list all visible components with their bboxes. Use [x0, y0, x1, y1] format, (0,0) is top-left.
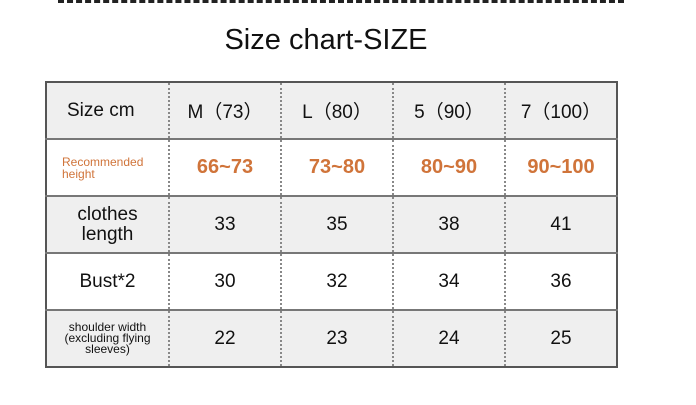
- header-cell: 7（100）: [504, 82, 617, 140]
- table-cell: 41: [504, 196, 617, 254]
- table-row: clothes length 33 35 38 41: [46, 196, 617, 254]
- table-row: Bust*2 30 32 34 36: [46, 253, 617, 311]
- table-header-row: Size cm M（73） L（80） 5（90） 7（100）: [46, 82, 617, 140]
- table-cell: 35: [280, 196, 393, 254]
- table-cell: 66~73: [168, 139, 281, 197]
- table-row: shoulder width (excluding flying sleeves…: [46, 310, 617, 367]
- table-cell: 32: [280, 253, 393, 311]
- table-cell: 90~100: [504, 139, 617, 197]
- table-cell: 36: [504, 253, 617, 311]
- decorative-dashed-line: [58, 0, 624, 6]
- row-label: shoulder width (excluding flying sleeves…: [46, 310, 169, 367]
- table-row: Recommended height 66~73 73~80 80~90 90~…: [46, 139, 617, 197]
- table-cell: 22: [168, 310, 281, 367]
- size-chart-table: Size cm M（73） L（80） 5（90） 7（100） Recomme…: [45, 81, 618, 368]
- table-cell: 25: [504, 310, 617, 367]
- row-label: Bust*2: [46, 253, 169, 311]
- header-cell: 5（90）: [392, 82, 505, 140]
- header-cell: M（73）: [168, 82, 281, 140]
- row-label-text: shoulder width (excluding flying sleeves…: [64, 320, 151, 356]
- table-cell: 23: [280, 310, 393, 367]
- row-label-text: clothes length: [77, 203, 138, 245]
- header-cell: Size cm: [46, 82, 169, 140]
- page-title: Size chart-SIZE: [224, 24, 428, 56]
- table-cell: 73~80: [280, 139, 393, 197]
- table-cell: 80~90: [392, 139, 505, 197]
- table-cell: 30: [168, 253, 281, 311]
- row-label: Recommended height: [46, 139, 169, 197]
- table-cell: 38: [392, 196, 505, 254]
- table-cell: 33: [168, 196, 281, 254]
- header-cell: L（80）: [280, 82, 393, 140]
- table-cell: 24: [392, 310, 505, 367]
- table-cell: 34: [392, 253, 505, 311]
- row-label: clothes length: [46, 196, 169, 254]
